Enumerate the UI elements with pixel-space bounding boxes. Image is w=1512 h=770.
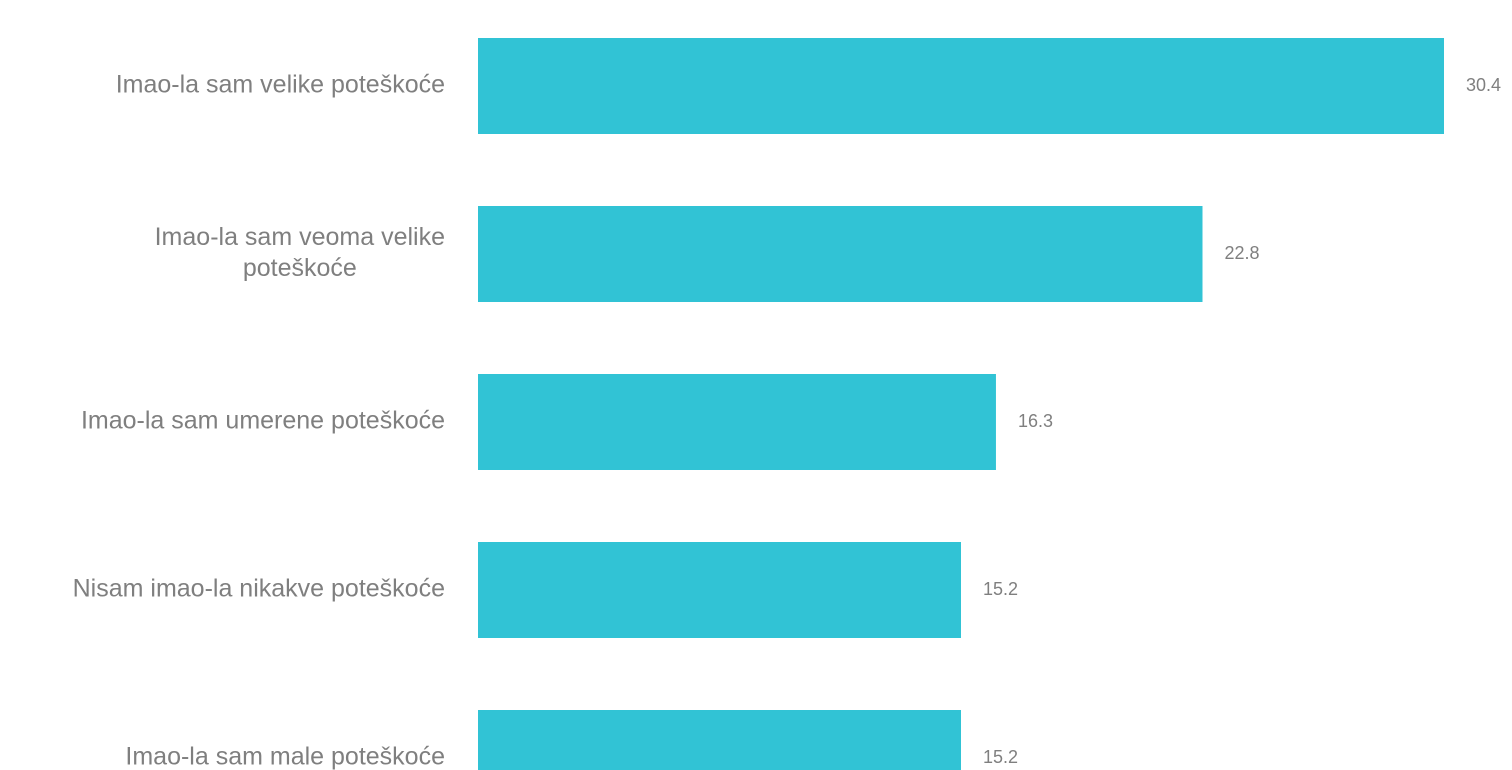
bars-layer [478, 38, 1444, 770]
category-label-line: Imao-la sam velike poteškoće [116, 71, 445, 99]
category-label-line: Nisam imao-la nikakve poteškoće [73, 575, 445, 603]
category-label-line: Imao-la sam male poteškoće [125, 743, 445, 770]
category-label: Imao-la sam veoma velike poteškoće [155, 223, 445, 282]
data-label: 30.4 [1466, 75, 1501, 95]
bar [478, 38, 1444, 134]
bar [478, 374, 996, 470]
data-label: 15.2 [983, 747, 1018, 767]
category-label: Imao-la sam umerene poteškoće [81, 407, 445, 435]
category-label: Imao-la sam male poteškoće [125, 743, 445, 770]
category-label-line: Imao-la sam veoma velike [155, 223, 445, 251]
data-label: 15.2 [983, 579, 1018, 599]
category-label: Imao-la sam velike poteškoće [116, 71, 445, 99]
category-label-line: Imao-la sam umerene poteškoće [81, 407, 445, 435]
data-label: 16.3 [1018, 411, 1053, 431]
bar [478, 710, 961, 770]
value-labels: 30.4 22.8 16.3 15.2 15.2 [983, 75, 1501, 767]
category-labels: Imao-la sam velike poteškoće Imao-la sam … [73, 71, 445, 770]
bar [478, 542, 961, 638]
bar [478, 206, 1203, 302]
category-label-line: poteškoće [243, 254, 357, 282]
category-label: Nisam imao-la nikakve poteškoće [73, 575, 445, 603]
data-label: 22.8 [1225, 243, 1260, 263]
